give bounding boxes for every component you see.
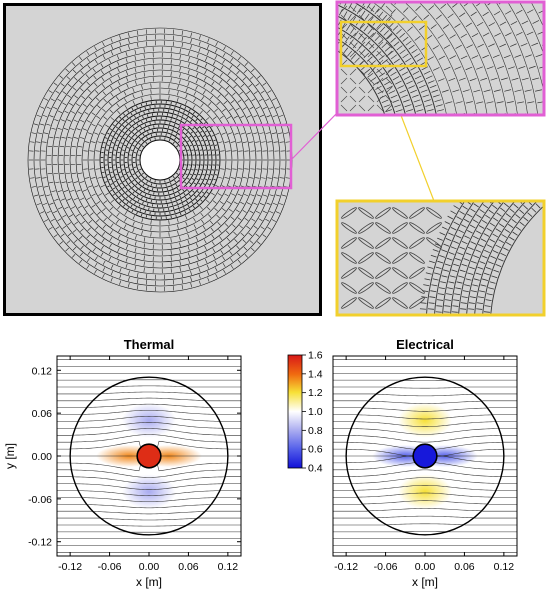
field-line [333,492,517,498]
field-line [57,524,241,527]
colorbar-gradient [287,354,303,469]
x-tick-label: 0.06 [454,561,475,573]
zoom1-subregion-box [339,20,428,68]
field-lobe [122,474,176,510]
field-line [333,400,517,404]
x-tick-label: 0.00 [139,561,160,573]
field-line [57,422,241,429]
field-line [57,428,241,436]
zoom-panel-2 [335,199,546,317]
thermal-plot: Thermal -0.12 -0.06 0.00 0.06 0.12 0.12 0.06 0.0… [3,337,242,589]
pink-connector [290,109,341,161]
field-line [333,477,517,484]
main-panel [3,3,322,316]
y-tick-label: 0.06 [32,408,53,420]
field-line [57,490,241,496]
zoom2-structure [341,201,544,315]
field-line [57,416,241,422]
x-tick-label: 0.00 [415,561,436,573]
x-tick-label: 0.12 [218,561,239,573]
field-line [333,469,517,477]
zoom-panel-1 [335,0,546,117]
field-line [57,397,241,402]
colorbar-tick-label: 1.4 [308,368,323,380]
colorbar-tick-label: 1.0 [308,406,323,418]
plot-title: Electrical [396,337,454,352]
cloak-core [412,443,438,469]
field-lobe [398,402,452,438]
x-tick-label: -0.12 [58,561,82,573]
field-line [57,434,241,443]
zoom-region-box [179,123,293,190]
x-axis-label: x [m] [412,575,438,589]
field-line [333,508,517,512]
plot-title: Thermal [124,337,175,352]
x-tick-label: -0.12 [334,561,358,573]
colorbar-tick-label: 0.6 [308,444,323,456]
field-line [57,510,241,515]
field-line [57,409,241,415]
cloak-core [136,443,162,469]
x-tick-label: 0.06 [178,561,199,573]
cloak-rings [27,27,293,293]
zoom1-frame [335,0,546,117]
colorbar-tick-label: 1.2 [308,387,323,399]
electrical-plot: Electrical -0.12 -0.06 0.00 0.06 0.12 x [m] [332,337,518,589]
field-line [333,414,517,420]
y-tick-label: -0.12 [28,537,52,549]
colorbar-tick-label: 1.6 [308,350,323,362]
field-line [333,485,517,491]
field-lobe [398,474,452,510]
field-lobe [122,402,176,438]
field-line [333,407,517,412]
zoom2-frame [335,199,546,317]
field-line [57,483,241,490]
field-line [57,497,241,503]
field-line [57,476,241,484]
cloak-boundary [69,376,229,536]
field-line [333,500,517,505]
field-line [57,385,241,388]
x-tick-label: 0.12 [494,561,515,573]
x-tick-label: -0.06 [98,561,122,573]
field-line [333,515,517,519]
field-line [333,523,517,526]
field-line [333,428,517,435]
field-line [57,469,241,478]
field-line [333,386,517,389]
y-tick-label: -0.06 [28,494,52,506]
x-axis-label: x [m] [136,575,162,589]
field-line [333,421,517,427]
colorbar-tick-label: 0.4 [308,463,323,475]
y-tick-label: 0.00 [32,451,53,463]
x-tick-label: -0.06 [374,561,398,573]
field-line [333,393,517,397]
field-line [333,435,517,443]
cloak-boundary [345,376,505,536]
colorbar: 1.6 1.4 1.2 1.0 0.8 0.6 0.4 [287,350,323,475]
field-line [57,391,241,395]
y-axis-label: y [m] [3,443,17,469]
field-line [57,517,241,521]
y-tick-label: 0.12 [32,365,53,377]
colorbar-tick-label: 0.8 [308,425,323,437]
